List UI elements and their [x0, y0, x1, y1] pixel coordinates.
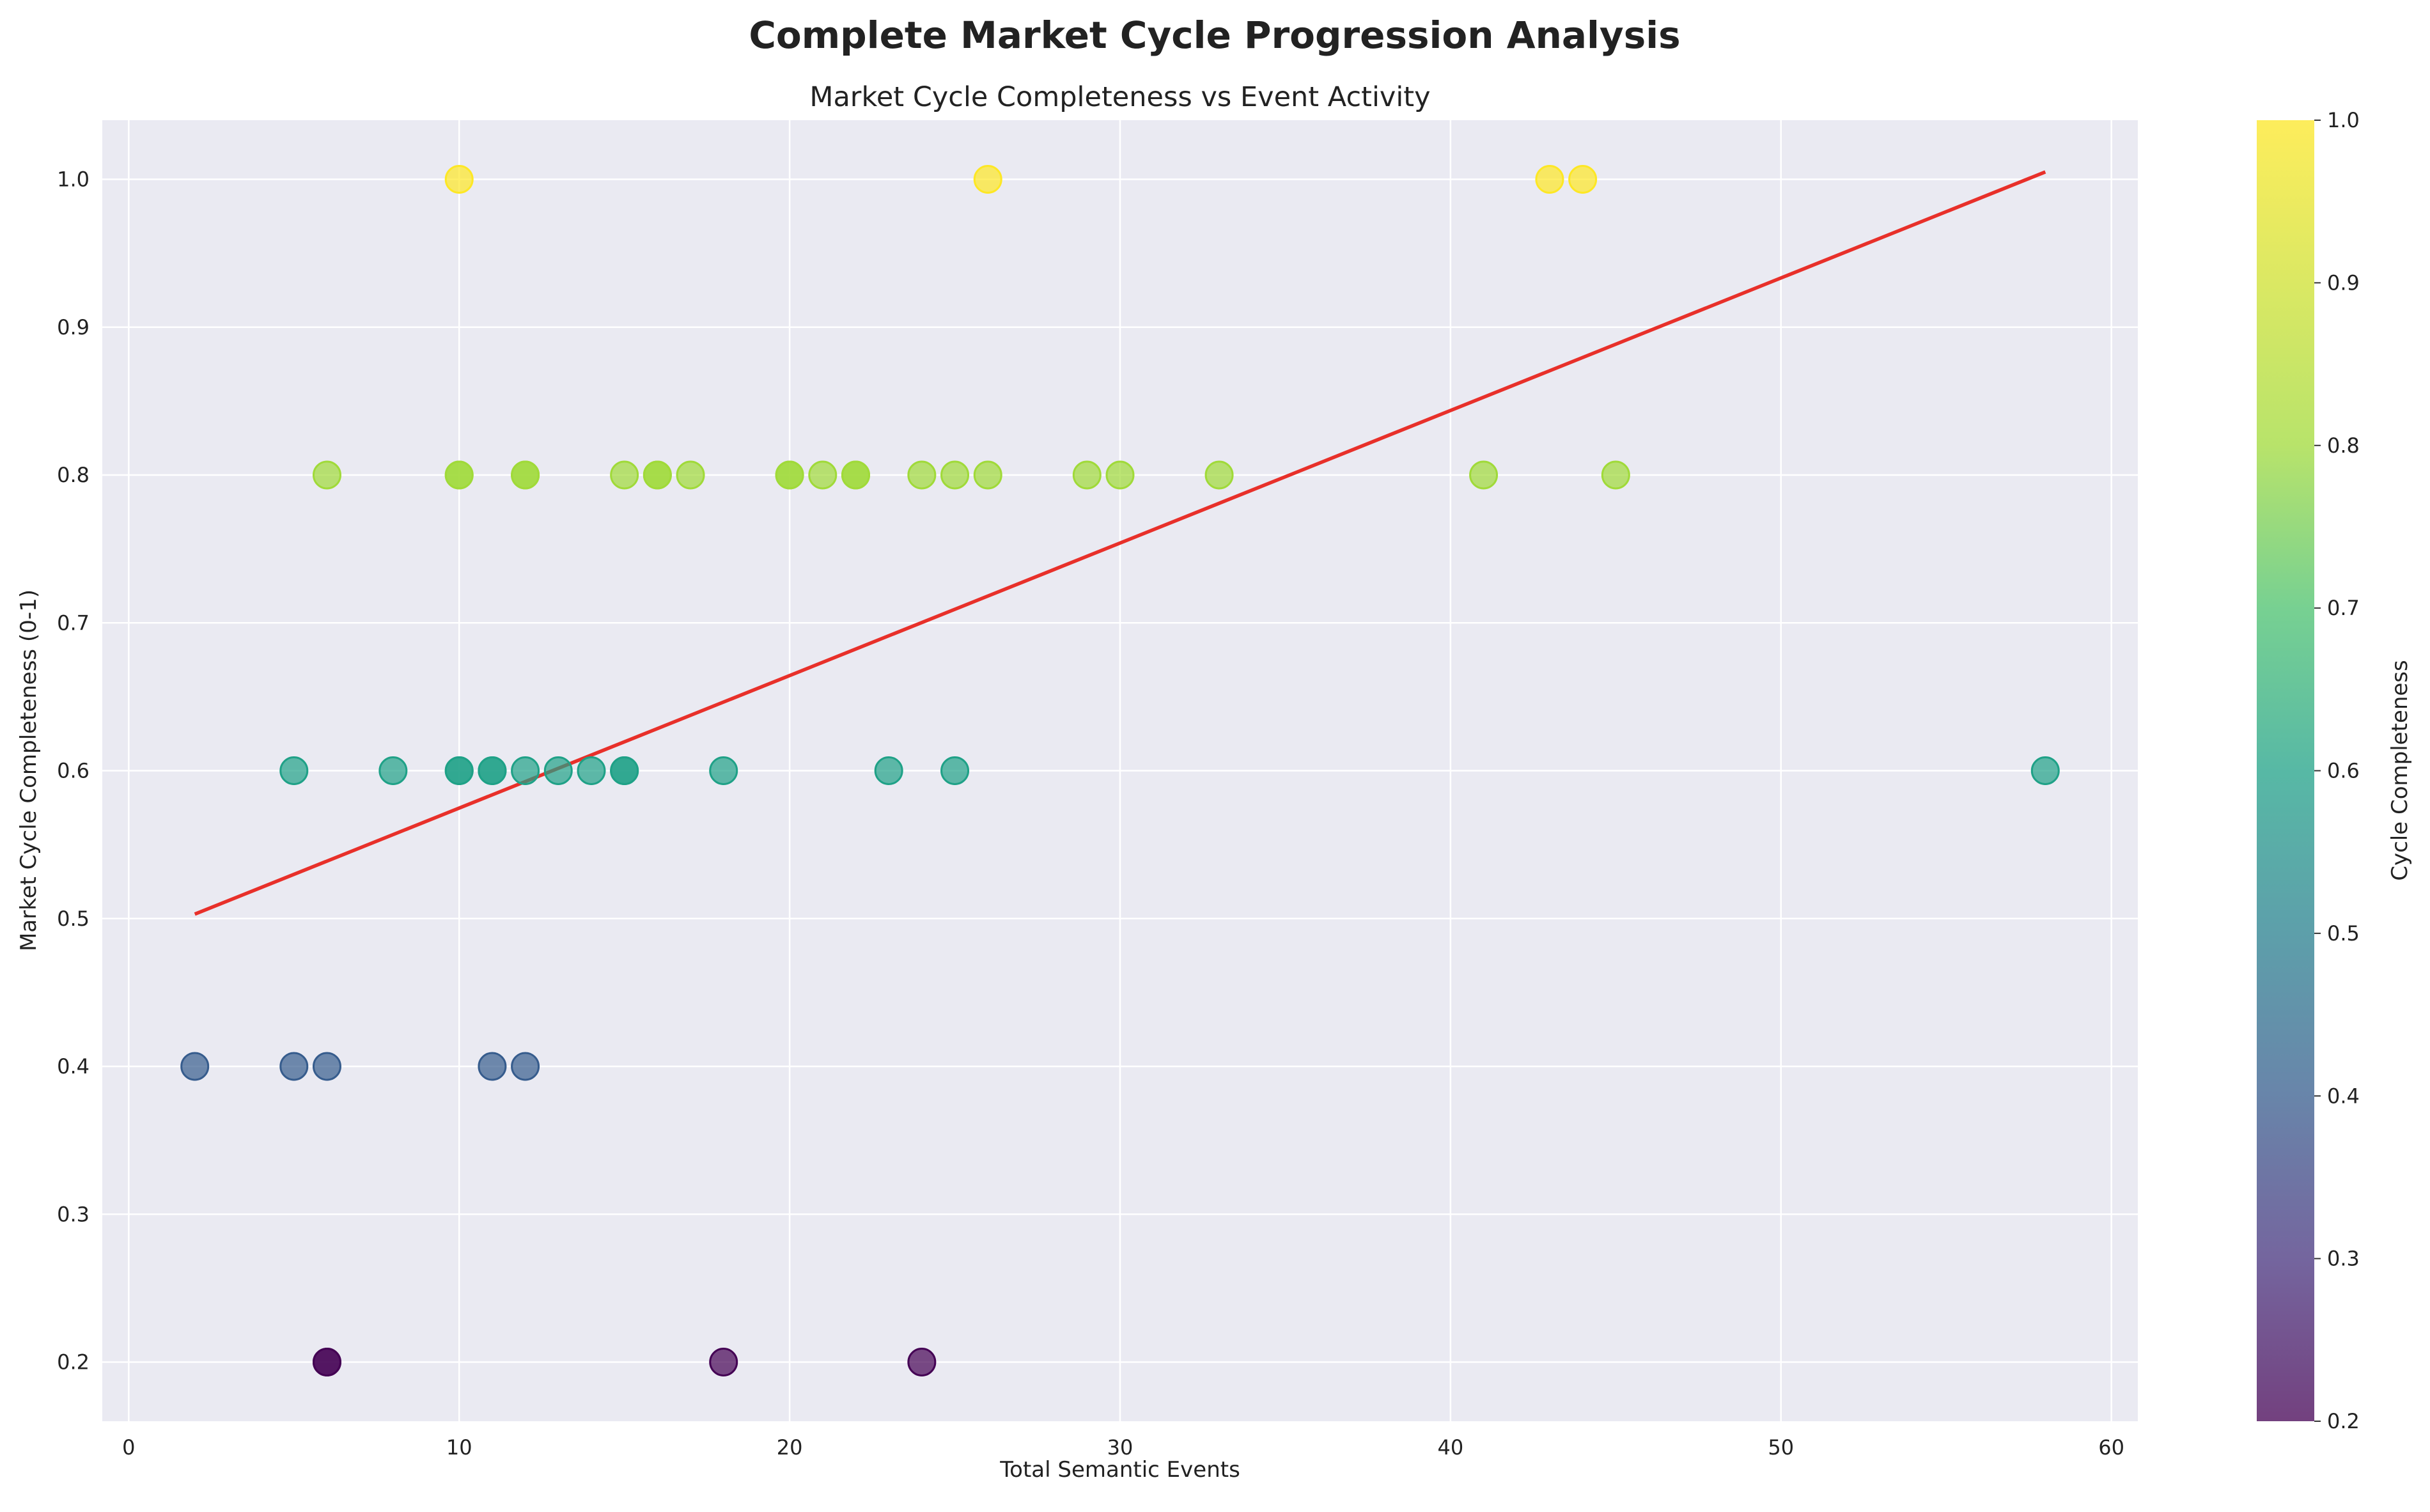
scatter-point: [378, 756, 408, 785]
scatter-point: [1072, 460, 1102, 490]
trend-line-layer: [194, 170, 2046, 916]
scatter-point: [643, 460, 672, 490]
scatter-point: [1568, 165, 1598, 194]
scatter-point: [279, 756, 309, 785]
grid: [102, 120, 2138, 1421]
x-tick-label: 40: [1438, 1435, 1464, 1460]
y-axis-label: Market Cycle Completeness (0-1): [16, 589, 42, 951]
trend-line: [194, 170, 2046, 916]
scatter-point: [444, 165, 474, 194]
y-tick-label: 0.2: [57, 1350, 90, 1375]
chart-suptitle: Complete Market Cycle Progression Analys…: [749, 13, 1680, 57]
colorbar-tick-labels: 0.2 0.3 0.4 0.5 0.6 0.7 0.8 0.9 1.0: [2314, 108, 2360, 1433]
scatter-point: [511, 1052, 540, 1081]
x-tick-label: 50: [1768, 1435, 1794, 1460]
scatter-point: [478, 1052, 507, 1081]
scatter-point: [2030, 756, 2060, 785]
x-tick-label: 20: [777, 1435, 803, 1460]
colorbar-label: Cycle Completeness: [2387, 660, 2413, 880]
x-tick-label: 10: [446, 1435, 472, 1460]
scatter-point: [907, 1348, 937, 1376]
scatter-point: [940, 756, 970, 785]
scatter-point: [841, 460, 870, 490]
colorbar-tick-label: 0.5: [2327, 921, 2360, 946]
colorbar-tick-label: 0.9: [2327, 270, 2360, 295]
scatter-point: [1601, 460, 1630, 490]
colorbar: [2257, 120, 2314, 1421]
x-tick-label: 60: [2098, 1435, 2124, 1460]
scatter-point: [1204, 460, 1234, 490]
y-tick-label: 1.0: [57, 168, 90, 192]
colorbar-tick-label: 0.2: [2327, 1409, 2360, 1433]
scatter-point: [808, 460, 837, 490]
scatter-point: [577, 756, 606, 785]
y-tick-label: 0.4: [57, 1054, 90, 1079]
scatter-point: [511, 460, 540, 490]
colorbar-tick-label: 1.0: [2327, 108, 2360, 132]
scatter-point: [775, 460, 804, 490]
scatter-point: [907, 460, 937, 490]
scatter-point: [940, 460, 970, 490]
scatter-point: [1535, 165, 1564, 194]
y-tick-label: 0.5: [57, 907, 90, 931]
scatter-point: [676, 460, 705, 490]
y-tick-label: 0.3: [57, 1202, 90, 1226]
scatter-point: [478, 756, 507, 785]
scatter-point: [543, 756, 573, 785]
scatter-point: [973, 460, 1002, 490]
scatter-points: [180, 165, 2060, 1376]
x-tick-labels: 0 10 20 30 40 50 60: [122, 1435, 2124, 1460]
colorbar-tick-label: 0.3: [2327, 1247, 2360, 1271]
scatter-point: [444, 460, 474, 490]
colorbar-tick-label: 0.7: [2327, 596, 2360, 620]
scatter-point: [874, 756, 903, 785]
colorbar-tick-label: 0.6: [2327, 759, 2360, 783]
scatter-point: [312, 1052, 341, 1081]
colorbar-tick-label: 0.4: [2327, 1084, 2360, 1108]
scatter-point: [312, 460, 341, 490]
scatter-point: [1105, 460, 1135, 490]
y-tick-label: 0.7: [57, 611, 90, 635]
scatter-point: [1469, 460, 1499, 490]
x-tick-label: 0: [122, 1435, 135, 1460]
scatter-point: [511, 756, 540, 785]
chart-title: Market Cycle Completeness vs Event Activ…: [809, 81, 1430, 113]
scatter-point: [312, 1348, 341, 1376]
scatter-point: [279, 1052, 309, 1081]
scatter-point: [709, 756, 738, 785]
x-tick-label: 30: [1107, 1435, 1133, 1460]
y-tick-label: 0.9: [57, 315, 90, 339]
scatter-point: [610, 460, 639, 490]
scatter-point: [610, 756, 639, 785]
scatter-point: [709, 1348, 738, 1376]
scatter-point: [180, 1052, 210, 1081]
colorbar-tick-label: 0.8: [2327, 433, 2360, 458]
scatter-point: [973, 165, 1002, 194]
y-tick-labels: 0.2 0.3 0.4 0.5 0.6 0.7 0.8 0.9 1.0: [57, 168, 90, 1375]
y-tick-label: 0.8: [57, 463, 90, 487]
y-tick-label: 0.6: [57, 759, 90, 783]
scatter-point: [444, 756, 474, 785]
x-axis-label: Total Semantic Events: [999, 1457, 1240, 1483]
